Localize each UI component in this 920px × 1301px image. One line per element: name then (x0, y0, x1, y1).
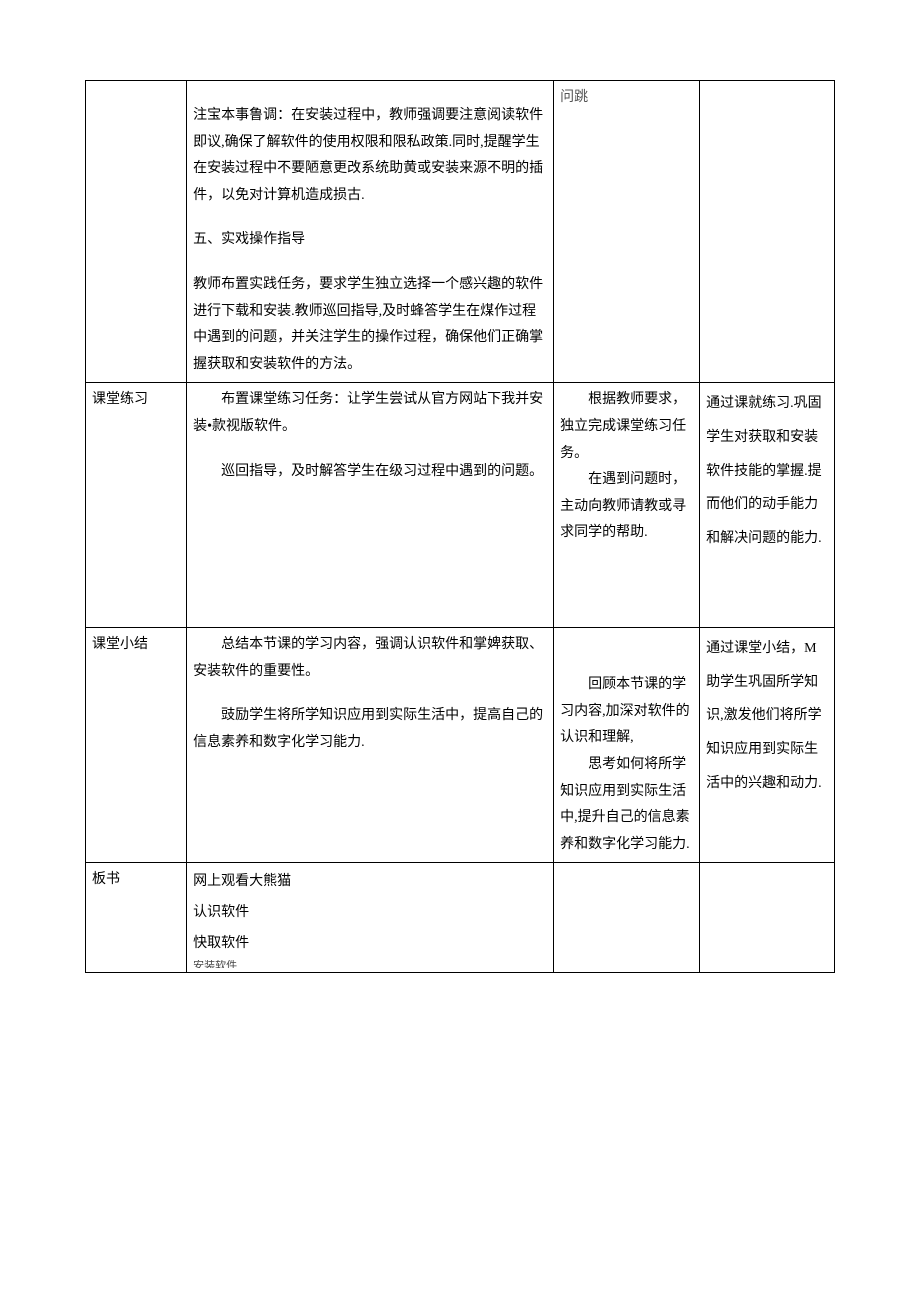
row-label: 课堂小结 (86, 628, 187, 863)
teacher-activity: 布置课堂练习任务：让学生尝试从官方网站下我并安装•款视版软件。 巡回指导，及时解… (187, 383, 554, 628)
row-label (86, 81, 187, 383)
student-activity: 问跳 (554, 81, 700, 383)
paragraph: 注宝本事鲁调：在安装过程中，教师强调要注意阅读软件即议,确保了解软件的使用权限和… (193, 103, 547, 209)
design-intent (700, 81, 835, 383)
paragraph: 布置课堂练习任务：让学生尝试从官方网站下我并安装•款视版软件。 (193, 387, 547, 440)
design-intent: 通过课就练习.巩固学生对获取和安装软件技能的掌握.提而他们的动手能力和解决问题的… (700, 383, 835, 628)
teacher-activity: 总结本节课的学习内容，强调认识软件和掌婢获取、安装软件的重要性。 豉励学生将所学… (187, 628, 554, 863)
paragraph: 根据教师要求，独立完成课堂练习任务。 (560, 387, 693, 467)
student-activity: 根据教师要求，独立完成课堂练习任务。 在遇到问题时，主动向教师请教或寻求同学的帮… (554, 383, 700, 628)
lesson-plan-table: 注宝本事鲁调：在安装过程中，教师强调要注意阅读软件即议,确保了解软件的使用权限和… (85, 80, 835, 973)
row-label: 板书 (86, 863, 187, 972)
paragraph: 豉励学生将所学知识应用到实际生活中，提高自己的信息素养和数字化学习能力. (193, 703, 547, 756)
student-activity: 回顾本节课的学习内容,加深对软件的认识和理解, 思考如何将所学知识应用到实际生活… (554, 628, 700, 863)
paragraph: 在遇到问题时，主动向教师请教或寻求同学的帮助. (560, 467, 693, 547)
table-row: 课堂练习 布置课堂练习任务：让学生尝试从官方网站下我并安装•款视版软件。 巡回指… (86, 383, 835, 628)
table-row: 课堂小结 总结本节课的学习内容，强调认识软件和掌婢获取、安装软件的重要性。 豉励… (86, 628, 835, 863)
board-line: 网上观看大熊猫 (193, 867, 547, 898)
design-intent: 通过课堂小结，M助学生巩固所学知识,激发他们将所学知识应用到实际生活中的兴趣和动… (700, 628, 835, 863)
table-row: 板书 网上观看大熊猫 认识软件 快取软件 安装软件 (86, 863, 835, 972)
paragraph: 回顾本节课的学习内容,加深对软件的认识和理解, (560, 672, 693, 752)
text-fragment: 问跳 (560, 90, 588, 105)
board-content: 网上观看大熊猫 认识软件 快取软件 安装软件 (187, 863, 554, 972)
board-line-cutoff: 安装软件 (193, 960, 547, 968)
paragraph: 五、实戏操作指导 (193, 227, 547, 254)
board-line: 快取软件 (193, 929, 547, 960)
board-line: 认识软件 (193, 898, 547, 929)
paragraph: 总结本节课的学习内容，强调认识软件和掌婢获取、安装软件的重要性。 (193, 632, 547, 685)
teacher-activity: 注宝本事鲁调：在安装过程中，教师强调要注意阅读软件即议,确保了解软件的使用权限和… (187, 81, 554, 383)
design-intent (700, 863, 835, 972)
student-activity (554, 863, 700, 972)
paragraph: 教师布置实践任务，要求学生独立选择一个感兴趣的软件进行下载和安装.教师巡回指导,… (193, 272, 547, 378)
paragraph: 思考如何将所学知识应用到实际生活中,提升自己的信息素养和数字化学习能力. (560, 752, 693, 858)
table-row: 注宝本事鲁调：在安装过程中，教师强调要注意阅读软件即议,确保了解软件的使用权限和… (86, 81, 835, 383)
row-label: 课堂练习 (86, 383, 187, 628)
paragraph: 巡回指导，及时解答学生在级习过程中遇到的问题。 (193, 459, 547, 486)
